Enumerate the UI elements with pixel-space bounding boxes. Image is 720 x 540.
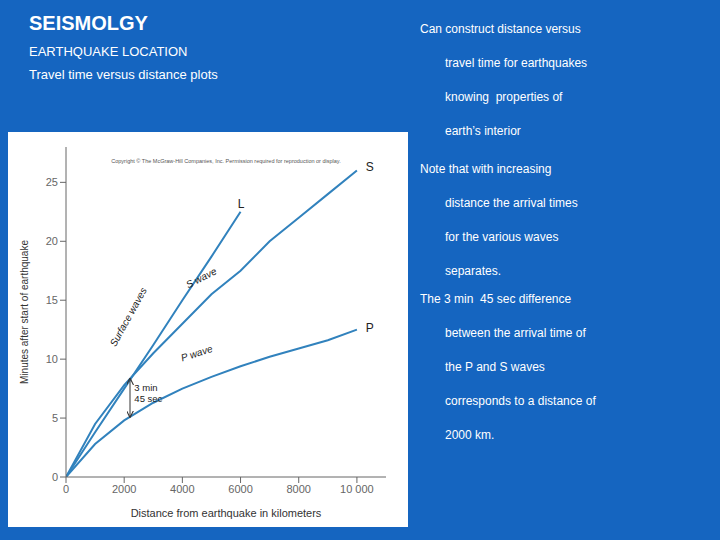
- html-text:knowing properties of: knowing properties of: [445, 90, 563, 104]
- svg-text:S: S: [366, 160, 374, 174]
- svg-text:20: 20: [46, 235, 58, 247]
- html-text:earth’s interior: earth’s interior: [445, 124, 521, 138]
- html-text:The 3 min 45 sec difference: The 3 min 45 sec difference: [420, 292, 572, 306]
- html-text:for the various waves: for the various waves: [445, 230, 559, 244]
- svg-text:3 min45 sec: 3 min45 sec: [134, 382, 162, 404]
- svg-text:10 000: 10 000: [340, 483, 374, 495]
- html-text:the P and S waves: the P and S waves: [445, 360, 545, 374]
- svg-text:10: 10: [46, 353, 58, 365]
- svg-text:Copyright © The McGraw-Hill Co: Copyright © The McGraw-Hill Companies, I…: [111, 158, 341, 164]
- html-text:2000 km.: 2000 km.: [445, 428, 495, 442]
- svg-text:Minutes after start of earthqu: Minutes after start of earthquake: [19, 240, 30, 384]
- html-text:between the arrival time of: between the arrival time of: [445, 326, 586, 340]
- svg-text:0: 0: [52, 471, 58, 483]
- svg-text:0: 0: [63, 483, 69, 495]
- svg-text:15: 15: [46, 294, 58, 306]
- svg-text:P wave: P wave: [180, 343, 215, 364]
- svg-text:Distance from earthquake in ki: Distance from earthquake in kilometers: [131, 507, 322, 519]
- html-text:SEISMOLGY: SEISMOLGY: [29, 12, 148, 34]
- svg-text:P: P: [366, 321, 374, 335]
- svg-text:4000: 4000: [170, 483, 194, 495]
- svg-text:2000: 2000: [112, 483, 136, 495]
- svg-text:L: L: [238, 197, 245, 211]
- html-text:Travel time versus distance pl: Travel time versus distance plots: [29, 67, 218, 82]
- svg-text:6000: 6000: [228, 483, 252, 495]
- svg-text:8000: 8000: [286, 483, 310, 495]
- html-text:travel time for earthquakes: travel time for earthquakes: [445, 56, 588, 70]
- svg-text:S wave: S wave: [184, 265, 219, 290]
- svg-text:5: 5: [52, 412, 58, 424]
- svg-text:Surface waves: Surface waves: [108, 286, 149, 349]
- html-text:separates.: separates.: [445, 264, 501, 278]
- svg-text:25: 25: [46, 176, 58, 188]
- html-text:Note that with increasing: Note that with increasing: [420, 162, 552, 176]
- html-text:Can construct distance versus: Can construct distance versus: [420, 22, 581, 36]
- html-text:corresponds to a distance of: corresponds to a distance of: [445, 394, 596, 408]
- html-text:distance the arrival times: distance the arrival times: [445, 196, 578, 210]
- html-text:EARTHQUAKE LOCATION: EARTHQUAKE LOCATION: [29, 44, 188, 59]
